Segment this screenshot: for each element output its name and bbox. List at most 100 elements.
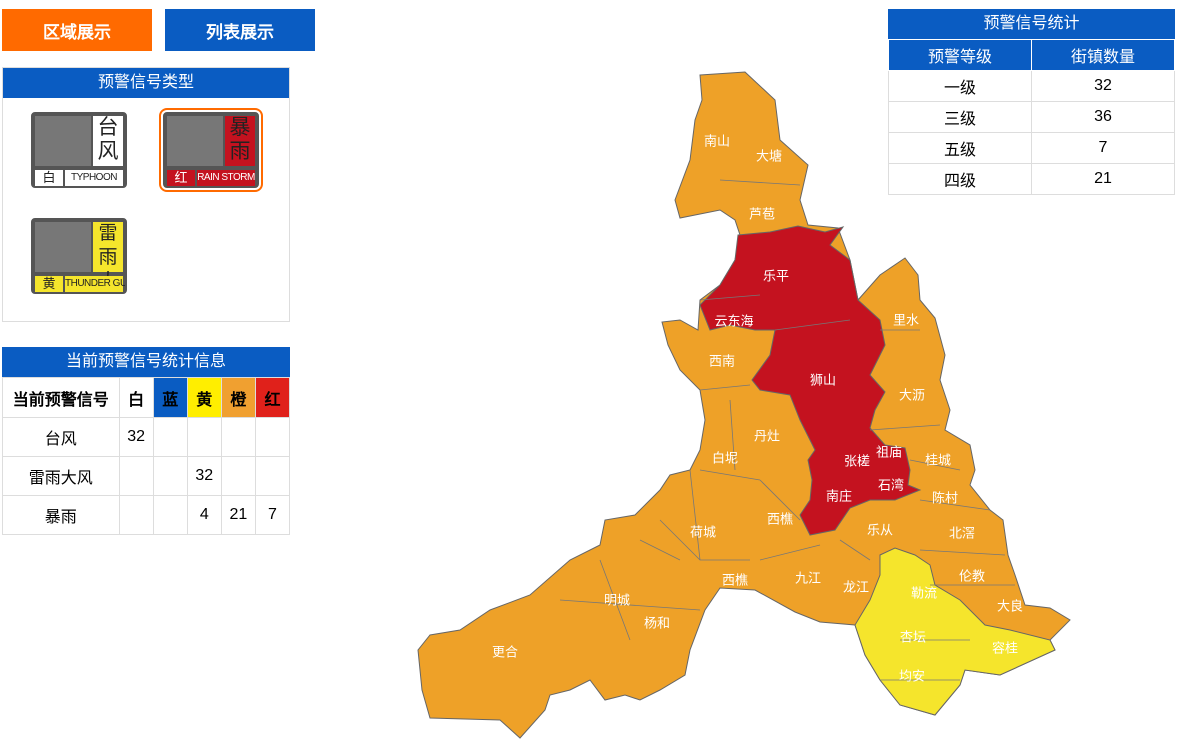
cell: 三级 (888, 101, 1032, 133)
region-label[interactable]: 北滘 (949, 525, 975, 540)
region-label[interactable]: 大塘 (756, 148, 782, 163)
signal-icon[interactable]: 暴雨红 RAIN STORM (159, 108, 263, 192)
header-cell: 预警等级 (888, 39, 1032, 71)
header-cell: 当前预警信号 (2, 377, 120, 418)
cell: 四级 (888, 163, 1032, 195)
signal-icon[interactable]: 台风白 TYPHOON (31, 112, 127, 188)
cell: 台风 (2, 417, 120, 457)
region-label[interactable]: 西樵 (767, 511, 793, 526)
region-label[interactable]: 杏坛 (900, 629, 926, 644)
current-stats-table: 当前预警信号白蓝黄橙红台风 32 雷雨大风 32 暴雨 4 21 7 (2, 377, 291, 535)
yellow-area (854, 547, 1056, 716)
cell: 4 (186, 495, 222, 535)
region-label[interactable]: 伦教 (959, 568, 985, 583)
header-cell: 白 (118, 377, 154, 418)
cell: 21 (1031, 163, 1175, 195)
icon-symbol (35, 116, 91, 166)
region-label[interactable]: 狮山 (810, 372, 836, 387)
region-label[interactable]: 均安 (899, 668, 925, 683)
cell: 36 (1031, 101, 1175, 133)
row: 雷雨大风 32 (2, 456, 291, 496)
region-label[interactable]: 乐平 (763, 268, 789, 283)
red-area (699, 225, 922, 536)
region-label[interactable]: 桂城 (925, 452, 951, 467)
cell: 雷雨大风 (2, 456, 120, 496)
icon-level: 红 (167, 170, 195, 186)
cell: 五级 (888, 132, 1032, 164)
region-label[interactable]: 明城 (604, 592, 630, 607)
row: 暴雨 4 21 7 (2, 495, 291, 535)
panel-title: 预警信号统计 (888, 9, 1175, 39)
current-stats-panel: 当前预警信号统计信息 当前预警信号白蓝黄橙红台风 32 雷雨大风 32 暴雨 4 21 7 (2, 347, 291, 535)
region-label[interactable]: 陈村 (932, 490, 958, 505)
header-row: 预警等级 街镇数量 (888, 39, 1175, 71)
cell (220, 417, 256, 457)
region-label[interactable]: 龙江 (843, 579, 869, 594)
borders (559, 179, 1015, 681)
cell: 7 (1031, 132, 1175, 164)
region-label[interactable]: 白坭 (712, 450, 738, 465)
cell (254, 456, 291, 496)
header-cell: 街镇数量 (1031, 39, 1175, 71)
cell: 32 (1031, 70, 1175, 102)
cell (186, 417, 222, 457)
cell (254, 417, 291, 457)
cell: 21 (220, 495, 256, 535)
region-label[interactable]: 南山 (704, 133, 730, 148)
region-label[interactable]: 荷城 (690, 524, 716, 539)
icon-en: TYPHOON (65, 170, 123, 186)
cell: 32 (118, 417, 154, 457)
region-label[interactable]: 大沥 (899, 387, 925, 402)
cell: 一级 (888, 70, 1032, 102)
icon-level: 黄 (35, 276, 63, 292)
icon-name: 雷雨大风 (93, 222, 123, 292)
region-label[interactable]: 大良 (997, 598, 1023, 613)
region-label[interactable]: 云东海 (714, 313, 753, 328)
tab[interactable]: 区域展示 (2, 9, 152, 51)
region-label[interactable]: 丹灶 (754, 428, 780, 443)
cell: 7 (254, 495, 291, 535)
icon-symbol (167, 116, 223, 166)
region-label[interactable]: 祖庙 (876, 444, 902, 459)
row: 五级 7 (888, 132, 1175, 164)
region-label[interactable]: 西南 (709, 353, 735, 368)
cell (118, 456, 154, 496)
cell (152, 417, 188, 457)
region-label[interactable]: 更合 (492, 644, 518, 659)
row: 三级 36 (888, 101, 1175, 133)
cell (220, 456, 256, 496)
region-label[interactable]: 西樵 (722, 572, 748, 587)
region-label[interactable]: 杨和 (644, 615, 670, 630)
region-label[interactable]: 勒流 (911, 585, 937, 600)
row: 四级 21 (888, 163, 1175, 195)
icon-en: RAIN STORM (197, 170, 255, 186)
row: 台风 32 (2, 417, 291, 457)
icon-en: THUNDER GUST (65, 276, 125, 292)
region-label[interactable]: 张槎 (844, 453, 870, 468)
signal-icon[interactable]: 雷雨大风黄THUNDER GUST (31, 218, 127, 294)
level-stats-table: 预警等级 街镇数量 一级 32 三级 36 五级 7 四级 21 (888, 39, 1175, 195)
region-label[interactable]: 芦苞 (749, 206, 775, 221)
level-stats-panel: 预警信号统计 预警等级 街镇数量 一级 32 三级 36 五级 7 四级 21 (888, 9, 1175, 195)
cell: 32 (186, 456, 222, 496)
icon-name: 暴雨 (225, 116, 255, 166)
region-label[interactable]: 容桂 (992, 640, 1018, 655)
cell (152, 495, 188, 535)
cell (118, 495, 154, 535)
region-label[interactable]: 九江 (795, 570, 821, 585)
row: 一级 32 (888, 70, 1175, 102)
tab[interactable]: 列表展示 (165, 9, 315, 51)
region-label[interactable]: 南庄 (826, 488, 852, 503)
panel-title: 预警信号类型 (3, 68, 289, 98)
icon-level: 白 (35, 170, 63, 186)
panel-title: 当前预警信号统计信息 (2, 347, 290, 377)
header-cell: 蓝 (152, 377, 188, 418)
region-label[interactable]: 乐从 (867, 522, 893, 537)
icon-name: 台风 (93, 116, 123, 166)
cell (152, 456, 188, 496)
header-cell: 橙 (220, 377, 256, 418)
region-label[interactable]: 石湾 (878, 477, 904, 492)
region-label[interactable]: 里水 (893, 312, 919, 327)
header-cell: 红 (254, 377, 291, 418)
